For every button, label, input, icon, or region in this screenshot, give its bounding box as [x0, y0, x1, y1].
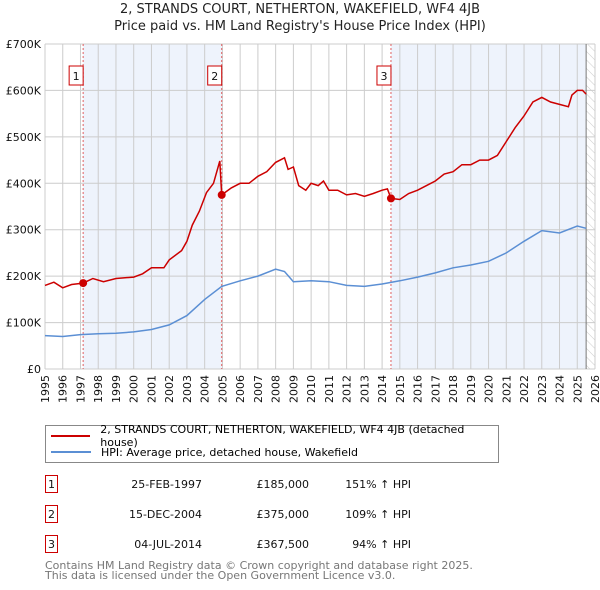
- footer-line-1: Contains HM Land Registry data © Crown c…: [45, 559, 473, 572]
- sale-badge: 1: [45, 475, 58, 493]
- x-tick-label: 2015: [394, 375, 407, 403]
- legend-label-hpi: HPI: Average price, detached house, Wake…: [101, 445, 359, 459]
- sale-label-box: [68, 65, 84, 86]
- x-tick-label: 2002: [163, 375, 176, 403]
- x-tick-label: 2007: [252, 375, 265, 403]
- sale-label-box: [376, 65, 392, 86]
- x-tick-label: 2009: [287, 375, 300, 403]
- x-tick-label: 2018: [447, 375, 460, 403]
- x-tick-label: 2008: [270, 375, 283, 403]
- x-tick-label: 1998: [92, 375, 105, 403]
- sale-label-box: [207, 65, 223, 86]
- x-tick-label: 2013: [358, 375, 371, 403]
- shade-region-1: [83, 44, 222, 369]
- y-tick-label: £200K: [6, 270, 42, 283]
- x-tick-label: 2023: [536, 375, 549, 403]
- x-tick-label: 1996: [57, 375, 70, 403]
- chart-subtitle: Price paid vs. HM Land Registry's House …: [114, 19, 486, 34]
- chart-title: 2, STRANDS COURT, NETHERTON, WAKEFIELD, …: [119, 2, 481, 17]
- x-tick-label: 2021: [500, 375, 513, 403]
- x-tick-label: 2001: [145, 375, 158, 403]
- y-tick-label: £500K: [6, 131, 42, 144]
- plot-area: 1995 1996 1997 1998 1999 2000 2001 2002 2003 2004…: [6, 38, 600, 403]
- y-tick-label: £400K: [6, 177, 42, 190]
- sale-row-2: 2 15-DEC-2004 £375,000 109% ↑ HPI: [45, 505, 545, 525]
- x-tick-label: 2010: [305, 375, 318, 403]
- sale-point: [79, 279, 88, 288]
- legend-label-property: 2, STRANDS COURT, NETHERTON, WAKEFIELD, …: [100, 423, 465, 449]
- y-tick-label: £700K: [6, 38, 42, 51]
- sale-date: 25-FEB-1997: [131, 478, 202, 491]
- footer: Contains HM Land Registry data © Crown c…: [45, 559, 473, 582]
- sale-row-1: 1 25-FEB-1997 £185,000 151% ↑ HPI: [45, 475, 545, 495]
- sale-label: 3: [380, 70, 387, 83]
- sale-hpi: 109% ↑ HPI: [345, 508, 411, 521]
- x-tick-label: 2014: [376, 375, 389, 403]
- sale-price: £375,000: [256, 508, 310, 521]
- sale-price: £367,500: [256, 538, 310, 551]
- legend-item-property: 2, STRANDS COURT, NETHERTON, WAKEFIELD, …: [51, 423, 498, 449]
- y-tick-label: £0: [27, 363, 41, 376]
- sale-row-3: 3 04-JUL-2014 £367,500 94% ↑ HPI: [45, 535, 545, 555]
- x-tick-label: 2024: [554, 375, 567, 403]
- x-tick-label: 1997: [74, 375, 87, 403]
- x-tick-label: 1995: [39, 375, 52, 403]
- sale-date: 15-DEC-2004: [128, 508, 202, 521]
- x-tick-label: 2016: [412, 375, 425, 403]
- sale-point: [386, 194, 395, 203]
- x-tick-label: 2000: [128, 375, 141, 403]
- footer-line-2: This data is licensed under the Open Gov…: [45, 569, 396, 582]
- x-tick-label: 2017: [429, 375, 442, 403]
- x-tick-label: 2006: [234, 375, 247, 403]
- legend-swatch-property: [51, 435, 91, 437]
- x-tick-label: 2026: [589, 375, 600, 403]
- x-tick-label: 2020: [483, 375, 496, 403]
- sale-hpi: 94% ↑ HPI: [352, 538, 411, 551]
- y-tick-label: £100K: [6, 317, 42, 330]
- x-tick-label: 2011: [323, 375, 336, 403]
- sale-date: 04-JUL-2014: [134, 538, 202, 551]
- sale-price: £185,000: [256, 478, 310, 491]
- sale-label: 1: [73, 70, 80, 83]
- legend: 2, STRANDS COURT, NETHERTON, WAKEFIELD, …: [45, 423, 499, 463]
- x-tick-label: 2003: [181, 375, 194, 403]
- y-tick-label: £300K: [6, 224, 42, 237]
- x-tick-label: 2019: [465, 375, 478, 403]
- future-hatch: [586, 44, 595, 369]
- legend-item-hpi: HPI: Average price, detached house, Wake…: [51, 444, 358, 460]
- hpi-line: [44, 225, 587, 338]
- sale-hpi: 151% ↑ HPI: [345, 478, 411, 491]
- x-tick-label: 2012: [341, 375, 354, 403]
- sale-point: [217, 190, 226, 199]
- sale-badge: 2: [45, 505, 58, 523]
- legend-swatch-hpi: [51, 451, 91, 453]
- property-price-line: [44, 89, 587, 289]
- y-tick-label: £600K: [6, 84, 42, 97]
- x-tick-label: 1999: [110, 375, 123, 403]
- x-tick-label: 2022: [518, 375, 531, 403]
- sale-badge: 3: [45, 535, 58, 553]
- x-tick-label: 2025: [571, 375, 584, 403]
- sale-label: 2: [211, 70, 218, 83]
- x-tick-label: 2005: [216, 375, 229, 403]
- x-tick-label: 2004: [199, 375, 212, 403]
